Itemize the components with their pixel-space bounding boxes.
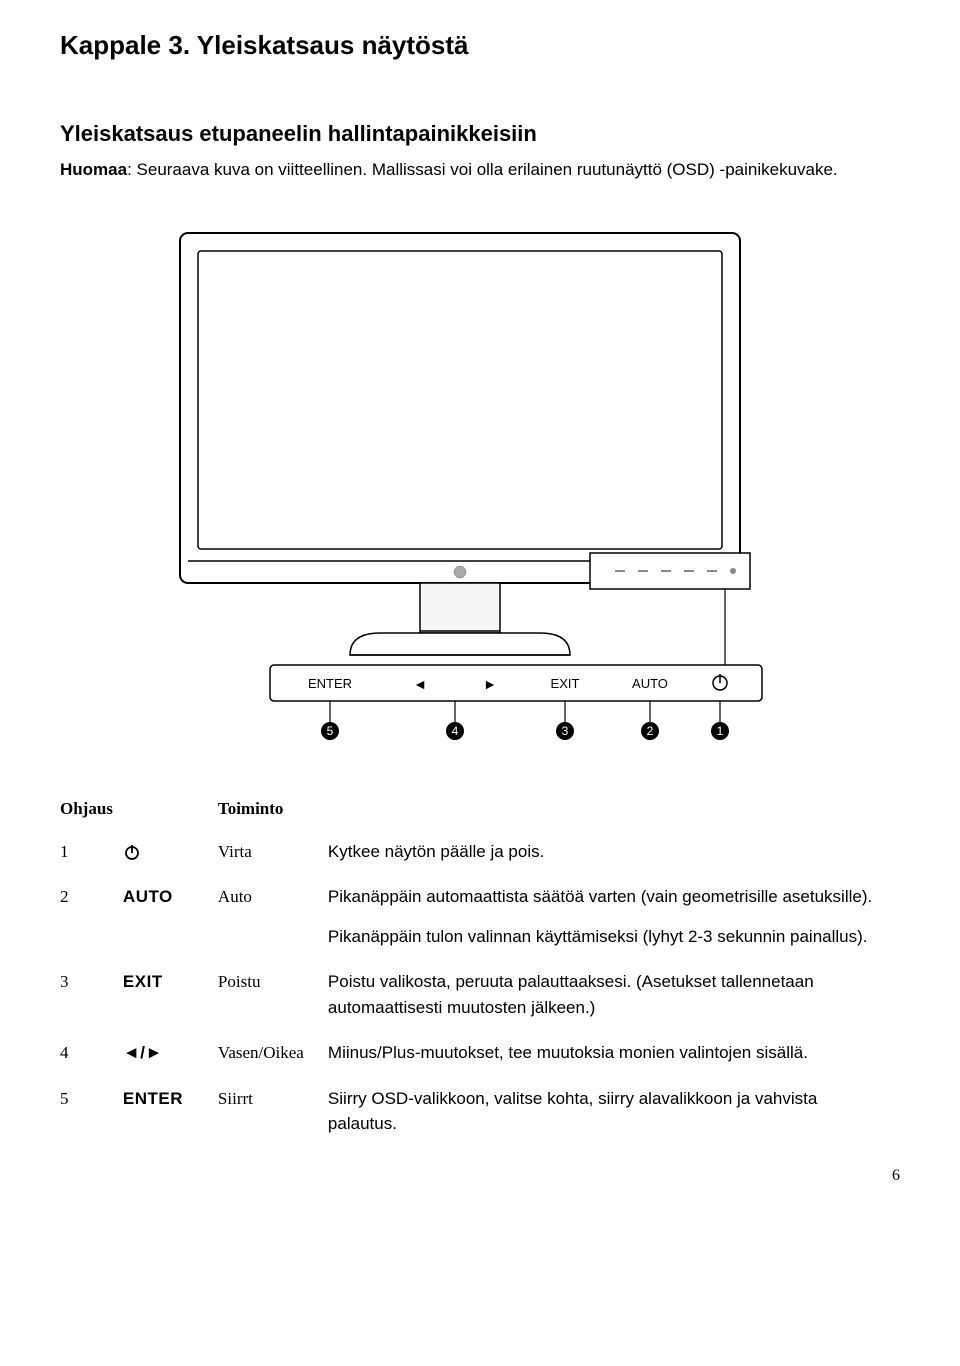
row-icon: ENTER [123, 1076, 218, 1147]
panel-label-exit: EXIT [551, 676, 580, 691]
row-name: Vasen/Oikea [218, 1030, 328, 1076]
table-row: 4◄/►Vasen/OikeaMiinus/Plus-muutokset, te… [60, 1030, 900, 1076]
table-row: 3EXITPoistuPoistu valikosta, peruuta pal… [60, 959, 900, 1030]
note-label: Huomaa [60, 160, 127, 179]
row-icon: EXIT [123, 959, 218, 1030]
monitor-diagram: ENTER ◄ ► EXIT AUTO 5 4 3 2 1 [120, 223, 840, 743]
monitor-diagram-container: ENTER ◄ ► EXIT AUTO 5 4 3 2 1 [60, 223, 900, 743]
panel-label-right: ► [483, 676, 497, 692]
page-title: Kappale 3. Yleiskatsaus näytöstä [60, 30, 900, 61]
page-number: 6 [60, 1167, 900, 1185]
controls-table: Ohjaus Toiminto 1 VirtaKytkee näytön pääl… [60, 793, 900, 1147]
row-description: Kytkee näytön päälle ja pois. [328, 829, 900, 875]
row-icon: AUTO [123, 874, 218, 959]
row-description: Pikanäppäin automaattista säätöä varten … [328, 874, 900, 959]
callout-3: 3 [562, 724, 569, 738]
row-name: Auto [218, 874, 328, 959]
panel-label-left: ◄ [413, 676, 427, 692]
row-icon [123, 829, 218, 875]
description-paragraph: Siirry OSD-valikkoon, valitse kohta, sii… [328, 1086, 890, 1137]
description-paragraph: Pikanäppäin tulon valinnan käyttämiseksi… [328, 924, 890, 950]
row-description: Poistu valikosta, peruuta palauttaaksesi… [328, 959, 900, 1030]
header-toiminto: Toiminto [218, 793, 328, 829]
callout-1: 1 [717, 724, 724, 738]
panel-label-enter: ENTER [308, 676, 352, 691]
row-description: Miinus/Plus-muutokset, tee muutoksia mon… [328, 1030, 900, 1076]
description-paragraph: Pikanäppäin automaattista säätöä varten … [328, 884, 890, 910]
row-number: 5 [60, 1076, 123, 1147]
row-number: 4 [60, 1030, 123, 1076]
description-paragraph: Poistu valikosta, peruuta palauttaaksesi… [328, 969, 890, 1020]
note-text: : Seuraava kuva on viitteellinen. Mallis… [127, 160, 838, 179]
row-icon: ◄/► [123, 1030, 218, 1076]
section-subheading: Yleiskatsaus etupaneelin hallintapainikk… [60, 121, 900, 147]
description-paragraph: Miinus/Plus-muutokset, tee muutoksia mon… [328, 1040, 890, 1066]
row-number: 3 [60, 959, 123, 1030]
callout-4: 4 [452, 724, 459, 738]
row-number: 1 [60, 829, 123, 875]
row-description: Siirry OSD-valikkoon, valitse kohta, sii… [328, 1076, 900, 1147]
panel-label-auto: AUTO [632, 676, 668, 691]
row-number: 2 [60, 874, 123, 959]
table-row: 5ENTERSiirrtSiirry OSD-valikkoon, valits… [60, 1076, 900, 1147]
power-icon [123, 843, 141, 861]
header-blank1 [123, 793, 218, 829]
description-paragraph: Kytkee näytön päälle ja pois. [328, 839, 890, 865]
note-line: Huomaa: Seuraava kuva on viitteellinen. … [60, 157, 900, 183]
callout-5: 5 [327, 724, 334, 738]
table-row: 2AUTOAutoPikanäppäin automaattista säätö… [60, 874, 900, 959]
row-name: Virta [218, 829, 328, 875]
row-name: Siirrt [218, 1076, 328, 1147]
header-blank2 [328, 793, 900, 829]
callout-2: 2 [647, 724, 654, 738]
row-name: Poistu [218, 959, 328, 1030]
header-ohjaus: Ohjaus [60, 793, 123, 829]
table-row: 1 VirtaKytkee näytön päälle ja pois. [60, 829, 900, 875]
